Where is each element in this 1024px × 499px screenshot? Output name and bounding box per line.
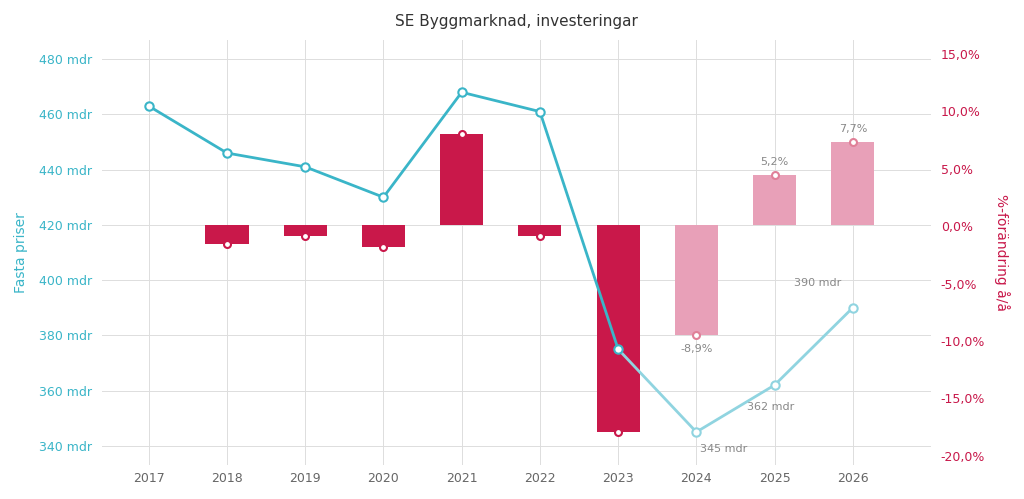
Bar — [206, 225, 249, 244]
Bar — [597, 225, 640, 432]
Text: 362 mdr: 362 mdr — [748, 402, 795, 412]
Text: -8,9%: -8,9% — [680, 344, 713, 354]
Bar — [440, 134, 483, 225]
Bar — [831, 142, 874, 225]
Y-axis label: %-förändring å/å: %-förändring å/å — [994, 194, 1010, 311]
Bar — [518, 225, 561, 236]
Text: 345 mdr: 345 mdr — [700, 444, 748, 454]
Text: 7,7%: 7,7% — [839, 124, 867, 134]
Bar — [361, 225, 404, 247]
Text: 390 mdr: 390 mdr — [794, 278, 841, 288]
Text: 5,2%: 5,2% — [761, 157, 788, 167]
Title: SE Byggmarknad, investeringar: SE Byggmarknad, investeringar — [395, 14, 638, 29]
Bar — [753, 175, 796, 225]
Bar — [675, 225, 718, 335]
Y-axis label: Fasta priser: Fasta priser — [14, 212, 28, 293]
Bar — [284, 225, 327, 236]
